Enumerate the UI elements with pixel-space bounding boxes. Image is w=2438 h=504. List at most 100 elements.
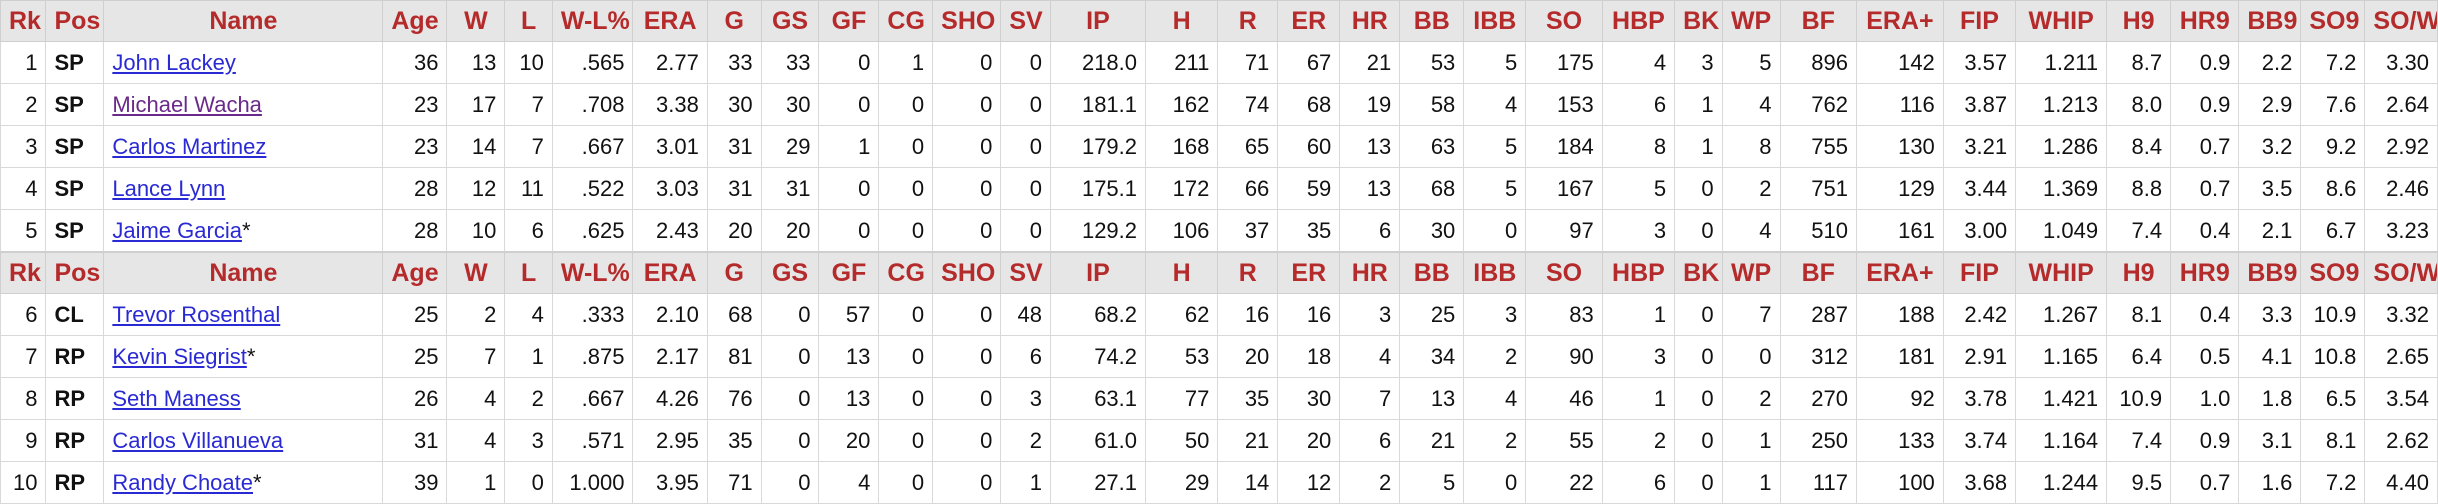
column-header-w[interactable]: W xyxy=(446,0,506,42)
column-header-r[interactable]: R xyxy=(1217,0,1279,42)
column-header-so9[interactable]: SO9 xyxy=(2300,0,2366,42)
column-header-cg[interactable]: CG xyxy=(878,251,934,294)
column-header-rk[interactable]: Rk xyxy=(0,251,47,294)
column-header-so[interactable]: SO xyxy=(1525,251,1603,294)
stat-cell-so9: 7.2 xyxy=(2300,41,2366,84)
column-header-pos[interactable]: Pos xyxy=(45,0,105,42)
player-name-link[interactable]: Lance Lynn xyxy=(112,175,226,201)
column-header-bb[interactable]: BB xyxy=(1399,251,1465,294)
column-header-hr[interactable]: HR xyxy=(1339,0,1401,42)
stat-cell-so9: 8.6 xyxy=(2300,167,2366,210)
column-header-sho[interactable]: SHO xyxy=(932,0,1002,42)
column-header-wp[interactable]: WP xyxy=(1721,251,1781,294)
column-header-hr[interactable]: HR xyxy=(1339,251,1401,294)
column-header-gf[interactable]: GF xyxy=(818,251,880,294)
column-header-bf[interactable]: BF xyxy=(1779,251,1857,294)
stat-cell-bb9: 3.2 xyxy=(2238,125,2302,168)
column-header-sv[interactable]: SV xyxy=(1000,0,1051,42)
column-header-so[interactable]: SO xyxy=(1525,0,1603,42)
column-header-ibb[interactable]: IBB xyxy=(1463,251,1527,294)
column-header-w-lpct[interactable]: W-L% xyxy=(551,251,634,294)
stat-cell-so: 55 xyxy=(1525,419,1603,462)
stat-cell-l: 3 xyxy=(504,419,553,462)
stat-cell-fip: 3.00 xyxy=(1942,209,2017,253)
column-header-hbp[interactable]: HBP xyxy=(1601,251,1676,294)
column-header-whip[interactable]: WHIP xyxy=(2015,251,2108,294)
stat-cell-h: 162 xyxy=(1145,83,1219,126)
column-header-so-per-w[interactable]: SO/W xyxy=(2364,251,2438,294)
column-header-name[interactable]: Name xyxy=(103,0,384,42)
column-header-gs[interactable]: GS xyxy=(760,0,820,42)
column-header-sho[interactable]: SHO xyxy=(932,251,1002,294)
player-name-link[interactable]: Carlos Martinez xyxy=(112,133,267,159)
column-header-fip[interactable]: FIP xyxy=(1942,0,2017,42)
column-header-h9[interactable]: H9 xyxy=(2106,251,2172,294)
player-name-link[interactable]: Carlos Villanueva xyxy=(112,427,284,453)
player-name-link[interactable]: Trevor Rosenthal xyxy=(112,301,281,327)
column-header-w[interactable]: W xyxy=(446,251,506,294)
column-header-r[interactable]: R xyxy=(1217,251,1279,294)
column-header-so9[interactable]: SO9 xyxy=(2300,251,2366,294)
stat-cell-ibb: 5 xyxy=(1463,167,1527,210)
stat-cell-h9: 6.4 xyxy=(2106,335,2172,378)
player-name-link[interactable]: Seth Maness xyxy=(112,385,241,411)
player-name-link[interactable]: Randy Choate xyxy=(112,469,253,495)
column-header-bb9[interactable]: BB9 xyxy=(2238,0,2302,42)
stat-cell-sv: 1 xyxy=(1000,461,1051,504)
column-header-ip[interactable]: IP xyxy=(1049,251,1147,294)
column-header-age[interactable]: Age xyxy=(382,0,448,42)
player-name-link[interactable]: Kevin Siegrist xyxy=(112,343,247,369)
player-name-link[interactable]: Jaime Garcia xyxy=(112,217,242,243)
column-header-bk[interactable]: BK xyxy=(1674,251,1723,294)
column-header-g[interactable]: G xyxy=(706,0,762,42)
column-header-sv[interactable]: SV xyxy=(1000,251,1051,294)
column-header-cg[interactable]: CG xyxy=(878,0,934,42)
player-name-link[interactable]: Michael Wacha xyxy=(112,91,262,117)
stat-cell-gs: 0 xyxy=(760,293,820,336)
column-header-hr9[interactable]: HR9 xyxy=(2170,251,2240,294)
column-header-gs[interactable]: GS xyxy=(760,251,820,294)
column-header-h9[interactable]: H9 xyxy=(2106,0,2172,42)
column-header-er[interactable]: ER xyxy=(1277,0,1341,42)
stat-cell-fip: 2.91 xyxy=(1942,335,2017,378)
column-header-er[interactable]: ER xyxy=(1277,251,1341,294)
column-header-bb[interactable]: BB xyxy=(1399,0,1465,42)
column-header-h[interactable]: H xyxy=(1145,0,1219,42)
column-header-name[interactable]: Name xyxy=(103,251,384,294)
column-header-rk[interactable]: Rk xyxy=(0,0,47,42)
column-header-l[interactable]: L xyxy=(504,251,553,294)
column-header-whip[interactable]: WHIP xyxy=(2015,0,2108,42)
column-header-gf[interactable]: GF xyxy=(818,0,880,42)
column-header-pos[interactable]: Pos xyxy=(45,251,105,294)
stat-cell-age: 25 xyxy=(382,293,448,336)
column-header-bk[interactable]: BK xyxy=(1674,0,1723,42)
column-header-w-lpct[interactable]: W-L% xyxy=(551,0,634,42)
column-header-g[interactable]: G xyxy=(706,251,762,294)
column-header-bb9[interactable]: BB9 xyxy=(2238,251,2302,294)
column-header-hr9[interactable]: HR9 xyxy=(2170,0,2240,42)
stat-cell-l: 6 xyxy=(504,209,553,253)
stat-cell-ip: 63.1 xyxy=(1049,377,1147,420)
column-header-h[interactable]: H xyxy=(1145,251,1219,294)
stat-cell-l: 4 xyxy=(504,293,553,336)
column-header-ip[interactable]: IP xyxy=(1049,0,1147,42)
column-header-ibb[interactable]: IBB xyxy=(1463,0,1527,42)
column-header-so-per-w[interactable]: SO/W xyxy=(2364,0,2438,42)
player-name-link[interactable]: John Lackey xyxy=(112,49,236,75)
stat-cell-ibb: 4 xyxy=(1463,377,1527,420)
column-header-era-plus[interactable]: ERA+ xyxy=(1855,251,1944,294)
column-header-era[interactable]: ERA xyxy=(632,251,708,294)
stat-cell-ip: 74.2 xyxy=(1049,335,1147,378)
stat-cell-r: 14 xyxy=(1217,461,1279,504)
column-header-age[interactable]: Age xyxy=(382,251,448,294)
column-header-l[interactable]: L xyxy=(504,0,553,42)
column-header-era-plus[interactable]: ERA+ xyxy=(1855,0,1944,42)
column-header-bf[interactable]: BF xyxy=(1779,0,1857,42)
column-header-wp[interactable]: WP xyxy=(1721,0,1781,42)
stat-cell-bb: 13 xyxy=(1399,377,1465,420)
column-header-era[interactable]: ERA xyxy=(632,0,708,42)
stat-cell-sho: 0 xyxy=(932,209,1002,253)
column-header-fip[interactable]: FIP xyxy=(1942,251,2017,294)
column-header-hbp[interactable]: HBP xyxy=(1601,0,1676,42)
stat-cell-cg: 1 xyxy=(878,41,934,84)
